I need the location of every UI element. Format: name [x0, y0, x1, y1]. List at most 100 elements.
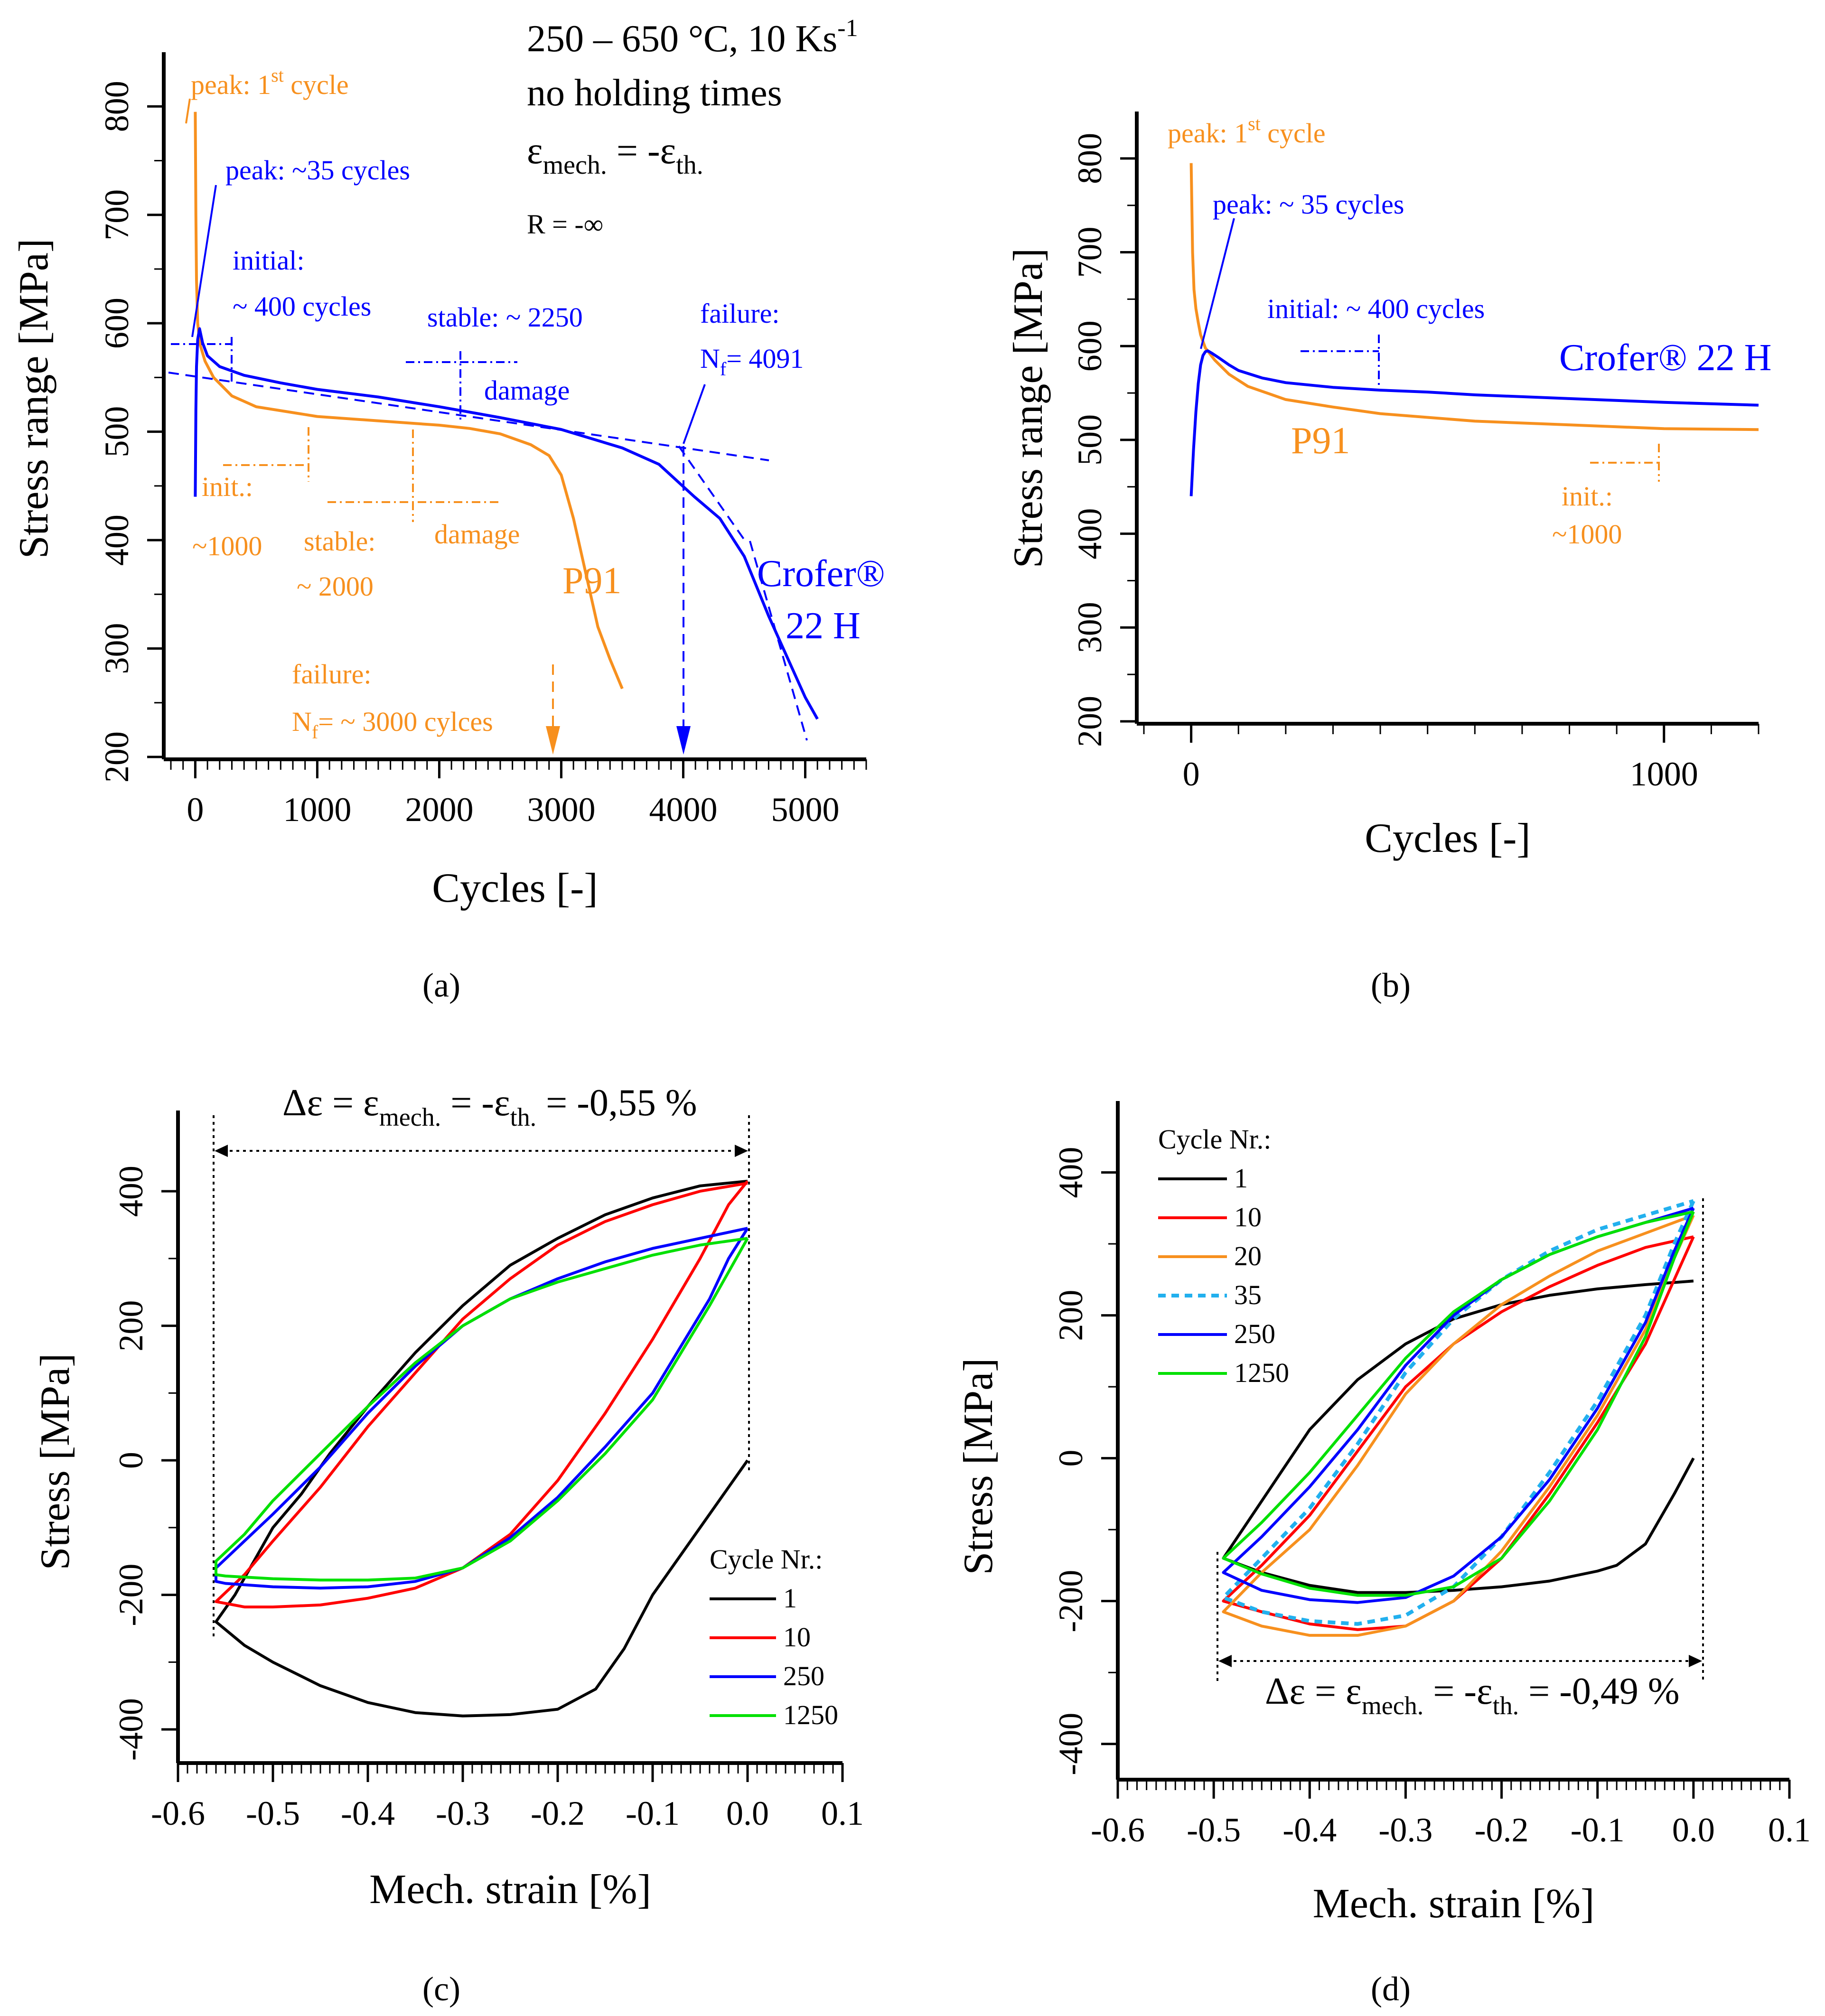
crofer-series-label-2: 22 H	[786, 605, 861, 647]
c-series-250	[215, 1227, 749, 1590]
d-x-tick-label: -0.1	[1571, 1811, 1625, 1849]
d-x-axis-title: Mech. strain [%]	[1313, 1881, 1595, 1927]
panel-d-guides	[1217, 1198, 1704, 1682]
a-y-tick-label: 400	[98, 514, 136, 566]
c-y-tick-label: 0	[112, 1452, 150, 1469]
a-y-tick-label: 600	[98, 298, 136, 349]
d-y-tick-label: 0	[1052, 1450, 1090, 1467]
a-y-tick-label: 500	[98, 406, 136, 457]
c-x-tick-label: 0.0	[726, 1794, 769, 1832]
d-x-tick-label: -0.5	[1187, 1811, 1241, 1849]
d-legend-label-250: 250	[1234, 1318, 1275, 1349]
b-y-tick-label: 300	[1071, 602, 1109, 653]
p91-init-label-1: init.:	[202, 471, 253, 502]
b-x-axis-title: Cycles [-]	[1365, 815, 1530, 861]
c-x-axis-title: Mech. strain [%]	[369, 1867, 651, 1913]
panel-a-caption: (a)	[422, 966, 460, 1004]
a-y-tick-label: 200	[98, 731, 136, 783]
c-y-tick-label: -200	[112, 1564, 150, 1626]
b-y-tick-label: 700	[1071, 227, 1109, 278]
a-x-tick-label: 0	[187, 791, 204, 829]
a-x-tick-label: 5000	[771, 791, 839, 829]
crofer-stable-label: stable: ~ 2250	[427, 302, 583, 333]
d-y-tick-label: 200	[1052, 1290, 1090, 1341]
p91-peak-label-b: peak: 1st cycle	[1168, 113, 1326, 149]
a-series-crofer-22-h	[194, 327, 819, 720]
p91-series-label-b: P91	[1291, 420, 1350, 462]
crofer-peak-label-b: peak: ~ 35 cycles	[1213, 189, 1404, 220]
panel-c-legend: Cycle Nr.: 1 10 250 1250	[710, 1544, 838, 1730]
p91-failure-label-2: Nf= ~ 3000 cylces	[292, 706, 493, 743]
crofer-series-label-b: Crofer® 22 H	[1559, 337, 1771, 379]
d-x-tick-label: -0.6	[1091, 1811, 1145, 1849]
b-x-tick-label: 1000	[1630, 755, 1698, 793]
c-x-tick-label: -0.5	[246, 1794, 300, 1832]
a-x-tick-label: 2000	[405, 791, 473, 829]
d-x-tick-label: 0.0	[1672, 1811, 1715, 1849]
b-y-tick-label: 800	[1071, 133, 1109, 184]
c-y-tick-label: 400	[112, 1166, 150, 1217]
panel-c-annotations: Δε = εmech. = -εth. = -0,55 %	[213, 1082, 750, 1637]
d-series-35	[1221, 1199, 1695, 1626]
d-legend-label-35: 35	[1234, 1279, 1262, 1310]
d-series-1250	[1222, 1210, 1695, 1597]
c-x-tick-label: -0.1	[626, 1794, 680, 1832]
c-legend-label-1250: 1250	[783, 1699, 838, 1730]
p91-failure-label-1: failure:	[292, 659, 371, 690]
panel-c-guides	[213, 1115, 750, 1637]
d-x-tick-label: -0.4	[1282, 1811, 1337, 1849]
b-y-tick-label: 200	[1071, 696, 1109, 747]
c-x-tick-label: -0.2	[531, 1794, 585, 1832]
p91-series-label: P91	[562, 560, 622, 602]
d-x-tick-label: 0.1	[1768, 1811, 1811, 1849]
crofer-series-label-1: Crofer®	[757, 553, 885, 595]
a-y-tick-label: 300	[98, 623, 136, 674]
d-legend-title: Cycle Nr.:	[1158, 1124, 1271, 1155]
b-y-tick-label: 400	[1071, 508, 1109, 560]
p91-stable-label-2: ~ 2000	[297, 571, 374, 602]
panel-a-annotations: 250 – 650 °C, 10 Ks-1 no holding times ε…	[168, 15, 885, 755]
crofer-damage-label: damage	[484, 375, 570, 406]
delta-epsilon-label-d: Δε = εmech. = -εth. = -0,49 %	[1265, 1671, 1679, 1720]
p91-peak-label: peak: 1st cycle	[191, 65, 349, 100]
c-legend-title: Cycle Nr.:	[710, 1544, 823, 1575]
panel-a-guides	[168, 98, 808, 755]
c-legend-label-10: 10	[783, 1622, 811, 1652]
crofer-failure-label-1: failure:	[700, 298, 779, 329]
c-x-tick-label: 0.1	[821, 1794, 864, 1832]
c-x-tick-label: -0.6	[151, 1794, 205, 1832]
crofer-failure-label-2: Nf= 4091	[700, 343, 804, 380]
panel-b-annotations: peak: 1st cycle peak: ~ 35 cycles initia…	[1168, 113, 1771, 550]
p91-damage-label: damage	[434, 519, 520, 550]
d-y-tick-label: -400	[1052, 1713, 1090, 1775]
c-x-tick-label: -0.4	[341, 1794, 395, 1832]
b-series-crofer-22-h	[1189, 349, 1759, 496]
crofer-peak-label: peak: ~35 cycles	[225, 155, 410, 186]
c-legend-label-250: 250	[783, 1661, 824, 1691]
d-y-axis-title: Stress [MPa]	[955, 1358, 1001, 1575]
panel-b-caption: (b)	[1371, 966, 1411, 1004]
c-y-axis-title: Stress [MPa]	[32, 1353, 78, 1570]
panel-d-caption: (d)	[1371, 1970, 1411, 2008]
c-series-1	[215, 1179, 749, 1717]
delta-epsilon-label-c: Δε = εmech. = -εth. = -0,55 %	[282, 1082, 697, 1131]
a-y-axis-title: Stress range [MPa]	[11, 239, 57, 559]
d-legend-label-10: 10	[1234, 1202, 1262, 1232]
b-x-tick-label: 0	[1183, 755, 1200, 793]
crofer-initial-label-1: initial:	[233, 245, 304, 276]
d-legend-label-1: 1	[1234, 1163, 1248, 1194]
a-y-tick-label: 800	[98, 81, 136, 132]
d-legend-label-20: 20	[1234, 1241, 1262, 1271]
p91-stable-label-1: stable:	[304, 526, 375, 557]
d-series-20	[1222, 1213, 1695, 1637]
a-x-tick-label: 3000	[527, 791, 595, 829]
c-legend-label-1: 1	[783, 1583, 797, 1614]
p91-init-label-b-2: ~1000	[1552, 519, 1622, 550]
a-y-tick-label: 700	[98, 189, 136, 241]
panel-b: 0 1000 200 300 400 500 600 700 800 Cycles [-] Stre…	[1005, 112, 1771, 1004]
panel-d: -0.6 -0.5 -0.4 -0.3 -0.2 -0.1 0.0 0.1 -400 -200 0 2…	[955, 1101, 1811, 2008]
b-y-tick-label: 500	[1071, 414, 1109, 466]
panel-a: 0 1000 2000 3000 4000 5000 200 300 400 500 600 700 8…	[11, 15, 885, 1004]
p91-init-label-b-1: init.:	[1562, 481, 1613, 512]
